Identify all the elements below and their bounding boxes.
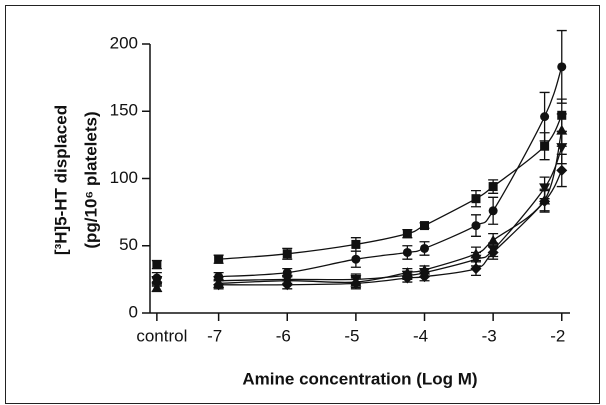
fit-curve — [218, 66, 563, 278]
marker — [213, 279, 225, 291]
marker — [540, 112, 550, 122]
marker — [420, 221, 430, 231]
marker — [556, 164, 568, 176]
marker — [471, 194, 481, 204]
marker — [488, 206, 498, 216]
marker — [539, 195, 551, 207]
marker — [488, 182, 498, 192]
marker — [214, 254, 224, 264]
marker — [556, 124, 568, 135]
x-tick-label: -7 — [207, 326, 222, 345]
x-tick-label: -4 — [413, 326, 428, 345]
marker — [151, 276, 163, 288]
x-axis-title: Amine concentration (Log M) — [242, 369, 477, 388]
marker — [540, 141, 550, 151]
marker — [419, 271, 431, 283]
marker — [470, 263, 482, 275]
marker — [539, 183, 551, 194]
marker — [401, 272, 413, 284]
x-tick-label: -2 — [550, 326, 565, 345]
marker — [471, 221, 481, 231]
marker — [487, 234, 499, 245]
marker — [351, 254, 361, 264]
y-axis-title: [³H]5-HT displaced — [51, 105, 70, 255]
fit-curve — [218, 147, 563, 282]
marker — [420, 243, 430, 253]
marker — [281, 279, 293, 291]
marker — [152, 260, 162, 270]
marker — [556, 143, 568, 154]
x-tick-label: control — [136, 326, 187, 345]
fit-curve — [218, 114, 563, 260]
frame — [5, 5, 600, 404]
fit-curve — [218, 170, 563, 286]
y-tick-label: 150 — [110, 101, 138, 120]
marker — [282, 249, 292, 259]
x-tick-label: -3 — [482, 326, 497, 345]
marker — [402, 229, 412, 239]
marker — [557, 62, 567, 72]
y-tick-label: 200 — [110, 33, 138, 52]
x-tick-label: -5 — [344, 326, 359, 345]
marker — [402, 247, 412, 257]
y-tick-label: 50 — [119, 235, 138, 254]
y-tick-label: 0 — [129, 302, 138, 321]
marker — [350, 277, 362, 289]
marker — [351, 239, 361, 249]
y-axis-title: (pg/10⁶ platelets) — [81, 111, 100, 248]
fit-curve — [218, 129, 563, 285]
y-tick-label: 100 — [110, 168, 138, 187]
marker — [487, 246, 499, 258]
x-tick-label: -6 — [276, 326, 291, 345]
marker — [470, 254, 482, 265]
